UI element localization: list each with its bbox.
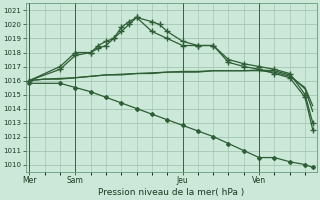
X-axis label: Pression niveau de la mer( hPa ): Pression niveau de la mer( hPa )	[98, 188, 244, 197]
